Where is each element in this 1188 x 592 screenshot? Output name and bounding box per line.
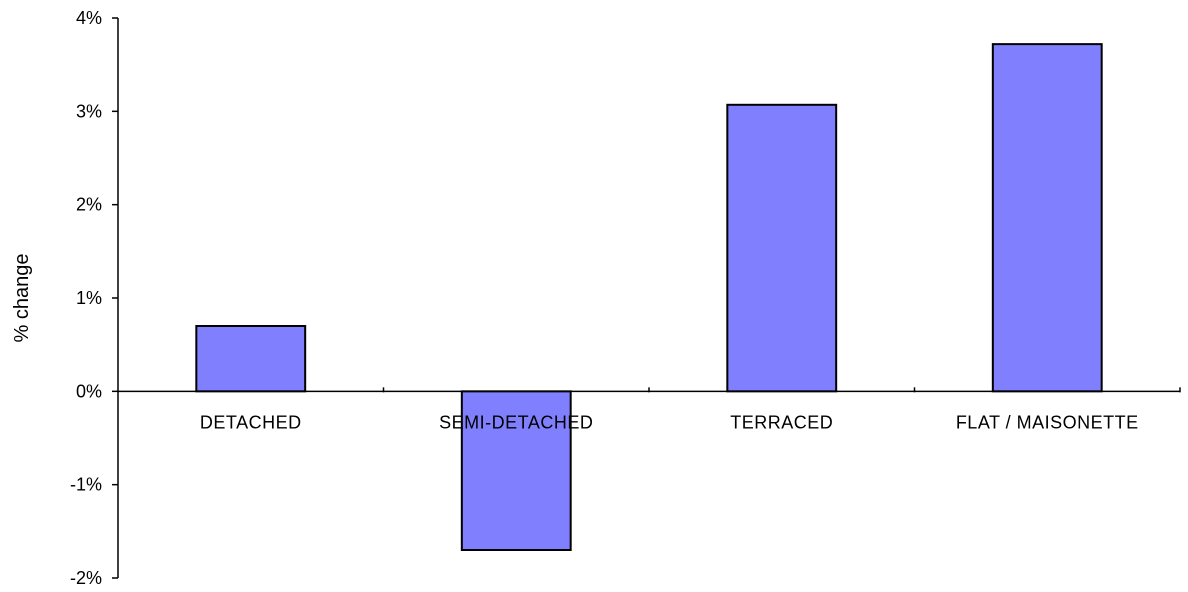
y-tick-label: 4% — [76, 8, 102, 28]
x-category-label: DETACHED — [200, 412, 302, 432]
x-category-label: TERRACED — [730, 412, 833, 432]
label-layer: DETACHED SEMI-DETACHED TERRACED FLAT / MAIS… — [200, 412, 1139, 432]
bar-terraced — [726, 103, 838, 393]
bar-semi-detached — [460, 390, 572, 552]
y-tick-label: 1% — [76, 288, 102, 308]
y-tick-label: 0% — [76, 381, 102, 401]
bar-flat-maisonette — [991, 43, 1103, 393]
y-tick-label: -2% — [70, 568, 102, 587]
y-tick-label: -1% — [70, 475, 102, 495]
zero-layer — [118, 387, 1181, 393]
y-axis-title: % change — [11, 254, 33, 343]
axis-layer: 4% 3% 2% 1% 0% -1% -2% — [70, 8, 119, 588]
bar-layer — [195, 43, 1103, 552]
y-tick-label: 3% — [76, 101, 102, 121]
bar-detached — [195, 325, 307, 393]
y-tick-label: 2% — [76, 195, 102, 215]
x-category-label: SEMI-DETACHED — [439, 412, 593, 432]
x-category-label: FLAT / MAISONETTE — [956, 412, 1139, 432]
